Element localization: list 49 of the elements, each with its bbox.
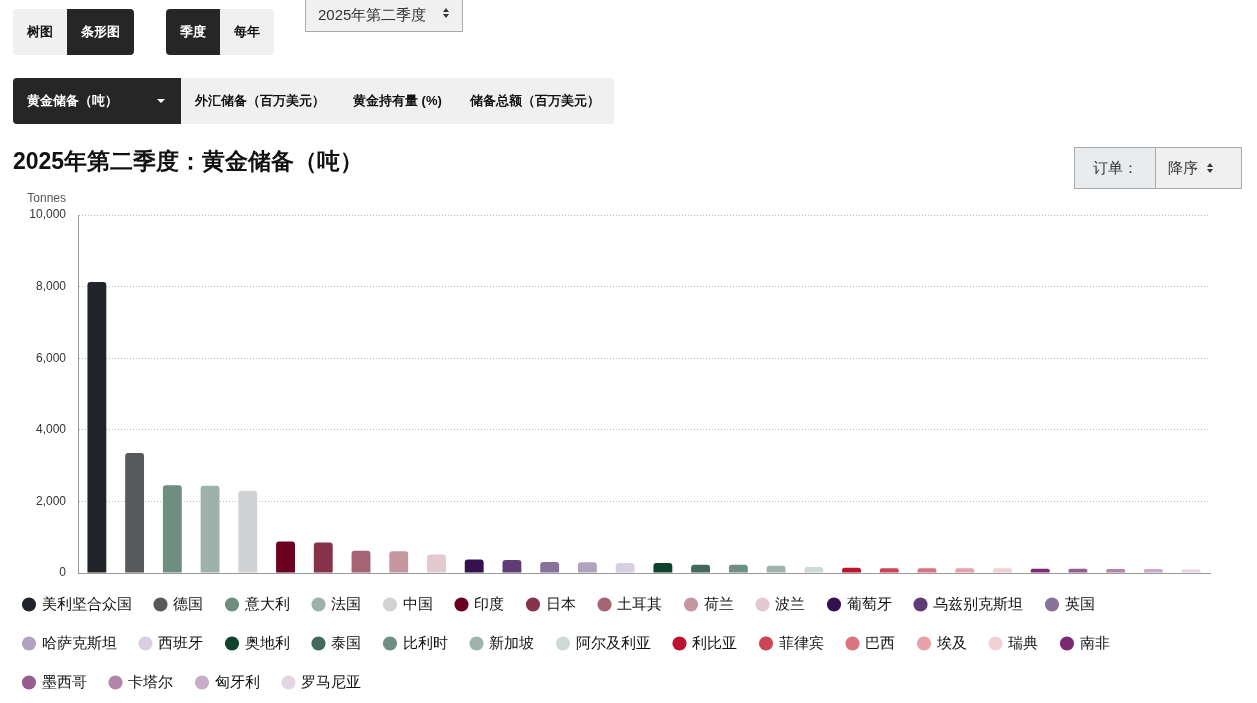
legend-label: 日本 <box>545 594 576 612</box>
text: 每年 <box>220 9 274 55</box>
text: 2025年第二季度 <box>305 0 463 32</box>
legend-label: 法国 <box>331 594 361 612</box>
y-tick-label: 4,000 <box>35 422 67 437</box>
legend-label: 印度 <box>474 594 504 612</box>
legend-label: 荷兰 <box>703 594 734 612</box>
legend-label: 瑞典 <box>1008 633 1038 651</box>
legend-label: 葡萄牙 <box>846 594 892 612</box>
text: 黄金持有量 (%) <box>339 78 456 124</box>
legend-label: 新加坡 <box>489 633 534 651</box>
legend-label: 匈牙利 <box>214 672 260 690</box>
chart-title: 2025年第二季度：黄金储备（吨） <box>13 147 364 176</box>
legend-label: 波兰 <box>775 594 805 612</box>
text: 黄金储备（吨） <box>13 78 181 124</box>
y-tick-label: 0 <box>59 565 67 580</box>
legend-label: 埃及 <box>935 633 967 651</box>
legend-label: 中国 <box>402 594 433 612</box>
legend-label: 比利时 <box>402 633 448 651</box>
text: 季度 <box>166 9 220 55</box>
legend-label: 德国 <box>173 594 203 612</box>
y-tick-label: 10,000 <box>29 207 67 222</box>
legend-label: 意大利 <box>243 594 290 612</box>
legend-label: 卡塔尔 <box>128 672 173 690</box>
y-tick-label: 6,000 <box>35 350 67 365</box>
legend-label: 罗马尼亚 <box>301 672 361 690</box>
legend-label: 利比亚 <box>692 633 737 651</box>
legend-label: 哈萨克斯坦 <box>41 633 117 651</box>
text: 降序 <box>1156 148 1241 188</box>
text: 订单： <box>1075 148 1156 188</box>
legend-label: 巴西 <box>865 633 895 651</box>
legend-label: 墨西哥 <box>41 672 87 690</box>
text: 储备总额（百万美元） <box>455 78 614 124</box>
y-tick-label: 2,000 <box>35 493 67 508</box>
text: 外汇储备（百万美元） <box>181 78 339 124</box>
legend-label: 英国 <box>1064 594 1095 612</box>
text: 条形图 <box>67 9 134 55</box>
legend-label: 西班牙 <box>158 633 203 651</box>
legend-label: 阿尔及利亚 <box>575 633 651 651</box>
legend-label: 美利坚合众国 <box>41 594 132 612</box>
legend-label: 乌兹别克斯坦 <box>933 594 1023 612</box>
legend-label: 南非 <box>1079 633 1110 651</box>
legend-label: 土耳其 <box>617 594 662 612</box>
text: 树图 <box>13 9 67 55</box>
y-tick-label: 8,000 <box>35 278 67 293</box>
legend-label: 泰国 <box>331 633 361 651</box>
legend-label: 奥地利 <box>244 633 290 651</box>
legend-label: 菲律宾 <box>778 633 824 651</box>
y-axis-title: Tonnes <box>27 191 66 206</box>
